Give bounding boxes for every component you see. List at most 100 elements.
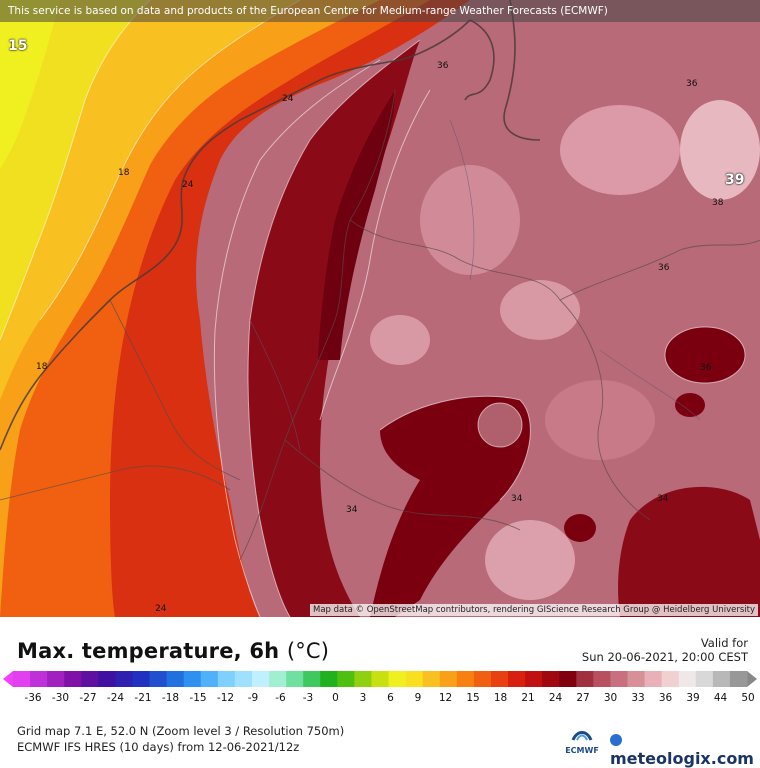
scale-cell (320, 671, 338, 687)
map-blob-pink-3 (500, 280, 580, 340)
scale-cell (473, 671, 492, 687)
scale-cell (234, 671, 253, 687)
contour-label: 39 (725, 172, 745, 188)
isotherm-lines (0, 0, 746, 617)
map-patch-dark-east-1 (665, 327, 745, 383)
scale-tick-label: 30 (603, 692, 618, 704)
scale-tick-label: -12 (216, 692, 235, 704)
map-patch-dark-east-2 (675, 393, 705, 417)
coastline (0, 0, 541, 451)
contour-label: 18 (36, 362, 48, 372)
valid-for-label: Valid for (700, 636, 748, 650)
meteologix-logo[interactable]: meteologix.com (610, 730, 760, 768)
scale-tick-label: 36 (658, 692, 673, 704)
scale-cell (525, 671, 543, 687)
scale-cell (712, 671, 731, 687)
scale-cell (217, 671, 236, 687)
borders (0, 89, 760, 561)
map-band-lightyellow (0, 0, 60, 170)
scale-tick-label: -6 (275, 692, 286, 704)
scale-cell (542, 671, 560, 687)
map-blob-pink-5 (370, 315, 430, 365)
scale-cell (286, 671, 304, 687)
scale-cell (661, 671, 680, 687)
contour-label: 36 (686, 79, 698, 89)
scale-tick-label: 39 (686, 692, 700, 704)
scale-tick-label: -36 (24, 692, 42, 704)
map-patch-inner-south (478, 403, 522, 447)
scale-tick-label: 12 (438, 692, 453, 704)
meteologix-icon (610, 734, 622, 746)
map-attribution: Map data © OpenStreetMap contributors, r… (310, 604, 758, 616)
scale-cell (30, 671, 48, 687)
scale-cell (422, 671, 441, 687)
map-title-text: Max. temperature, 6h (17, 639, 280, 663)
contour-label: 15 (8, 38, 28, 54)
scale-cell (644, 671, 663, 687)
scale-tick-label: 3 (359, 692, 367, 704)
valid-date: Sun 20-06-2021, 20:00 CEST (581, 650, 748, 664)
scale-cell (337, 671, 355, 687)
map-patch-dark-south (370, 396, 531, 617)
scale-tick-label: -21 (134, 692, 152, 704)
scale-cell (269, 671, 287, 687)
scale-tick-label: 24 (548, 692, 563, 704)
scale-cell (576, 671, 594, 687)
scale-tick-label: -24 (106, 692, 125, 704)
map-patch-dark-southeast (618, 486, 760, 617)
contour-label: 24 (182, 180, 194, 190)
ecmwf-logo-text: ECMWF (565, 746, 599, 755)
map-title-unit: (°C) (286, 639, 330, 663)
scale-cell (115, 671, 133, 687)
scale-tick-label: 6 (387, 692, 394, 704)
scale-tick-label: 9 (414, 692, 422, 704)
scale-tick-label: 27 (576, 692, 590, 704)
scale-cell (149, 671, 168, 687)
contour-label: 36 (700, 363, 712, 373)
scale-tick-label: -30 (51, 692, 70, 704)
scale-tick-label: 33 (631, 692, 645, 704)
map-canvas (0, 0, 760, 617)
scale-cell (132, 671, 151, 687)
map-band-yellow (0, 0, 150, 340)
scale-tick-label: -15 (189, 692, 207, 704)
color-scale-bar (3, 671, 757, 687)
scale-cell (166, 671, 185, 687)
scale-cell (729, 671, 748, 687)
temperature-map[interactable]: This service is based on data and produc… (0, 0, 760, 617)
contour-label: 34 (657, 494, 669, 504)
scale-cell (456, 671, 475, 687)
scale-cell (64, 671, 82, 687)
scale-cell (490, 671, 509, 687)
scale-cell (593, 671, 611, 687)
scale-cell (13, 671, 31, 687)
contour-label: 34 (511, 494, 523, 504)
contour-label: 36 (437, 61, 449, 71)
contour-label: 34 (346, 505, 358, 515)
scale-cell (610, 671, 629, 687)
scale-cells (13, 671, 748, 687)
scale-cell (251, 671, 270, 687)
scale-tick-label: -18 (161, 692, 180, 704)
map-blob-pink-6 (485, 520, 575, 600)
scale-cell (627, 671, 646, 687)
map-blob-pink-1 (420, 165, 520, 275)
scale-cell (354, 671, 372, 687)
contour-label: 18 (118, 168, 130, 178)
contour-label: 24 (155, 604, 167, 614)
scale-tick-label: -3 (302, 692, 314, 704)
ecmwf-logo[interactable]: ECMWF (560, 726, 604, 756)
scale-cell (303, 671, 321, 687)
map-blob-pink-2 (560, 105, 680, 195)
scale-cell (98, 671, 116, 687)
scale-cell (405, 671, 424, 687)
scale-cell (388, 671, 407, 687)
contour-label: 24 (282, 94, 294, 104)
meteologix-logo-text: meteologix.com (610, 749, 754, 768)
scale-tick-labels: -36 -30 -27 -24 -21 -18 -15 -12 -9 -6 -3 0 3 6 9 12 15 18… (0, 692, 760, 706)
map-title: Max. temperature, 6h (°C) (17, 639, 329, 663)
scale-cell (439, 671, 458, 687)
scale-cell (695, 671, 714, 687)
map-blob-pink-4 (680, 100, 760, 200)
scale-cell (81, 671, 99, 687)
